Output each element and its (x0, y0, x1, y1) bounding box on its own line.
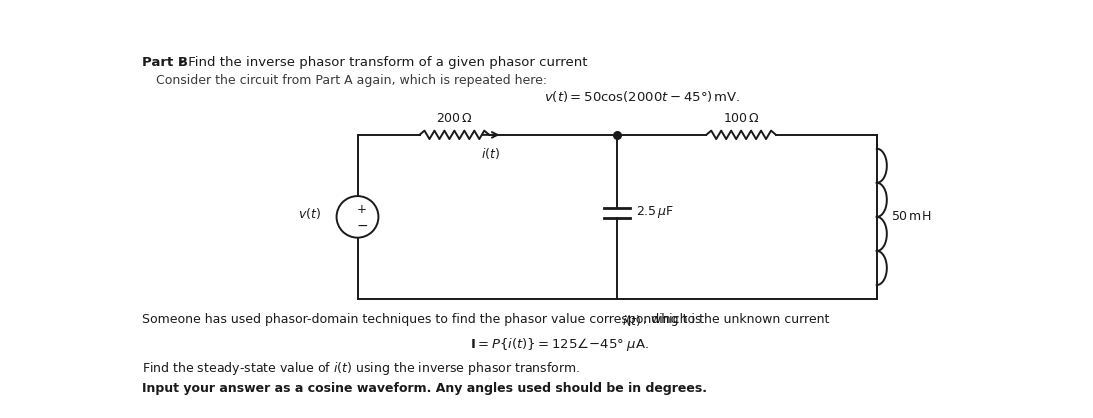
Text: - Find the inverse phasor transform of a given phasor current: - Find the inverse phasor transform of a… (175, 56, 587, 69)
Text: +: + (357, 203, 367, 216)
Text: Part B: Part B (142, 56, 188, 69)
Text: Consider the circuit from Part A again, which is repeated here:: Consider the circuit from Part A again, … (156, 74, 548, 87)
Text: Someone has used phasor-domain techniques to find the phasor value corresponding: Someone has used phasor-domain technique… (142, 313, 834, 326)
Text: $i(t)$: $i(t)$ (622, 313, 640, 328)
Text: $50\,\mathrm{mH}$: $50\,\mathrm{mH}$ (891, 210, 931, 223)
Text: $200\,\Omega$: $200\,\Omega$ (436, 112, 473, 125)
Text: $v(t) = 50\cos(2000t - 45°)\,\mathrm{mV}.$: $v(t) = 50\cos(2000t - 45°)\,\mathrm{mV}… (543, 89, 740, 104)
Text: $100\,\Omega$: $100\,\Omega$ (722, 112, 760, 125)
Text: −: − (356, 219, 368, 233)
Text: $2.5\,\mu\mathrm{F}$: $2.5\,\mu\mathrm{F}$ (636, 204, 674, 220)
Text: $i(t)$: $i(t)$ (481, 145, 501, 161)
Text: Input your answer as a cosine waveform. Any angles used should be in degrees.: Input your answer as a cosine waveform. … (142, 382, 707, 395)
Text: $\mathbf{I} = P\{i(t)\} = 125\angle{-45°}\;\mu\mathrm{A}.$: $\mathbf{I} = P\{i(t)\} = 125\angle{-45°… (470, 336, 649, 353)
Text: , which is: , which is (644, 313, 702, 326)
Text: Find the steady-state value of $i(t)$ using the inverse phasor transform.: Find the steady-state value of $i(t)$ us… (142, 360, 580, 377)
Text: $v(t)$: $v(t)$ (298, 206, 321, 221)
